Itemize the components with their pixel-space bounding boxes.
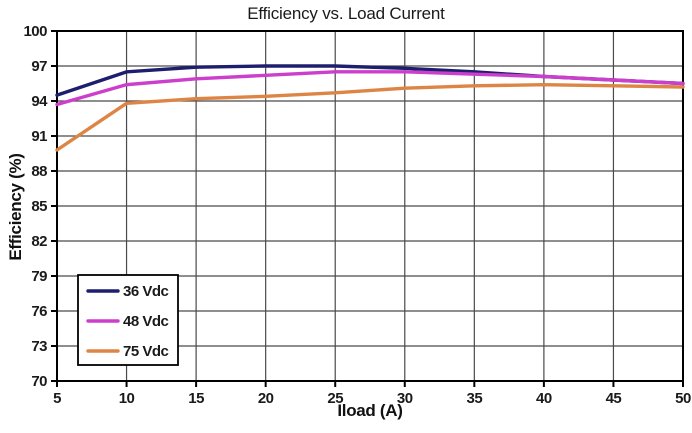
y-tick-label: 88 (31, 163, 47, 180)
x-tick-label: 5 (53, 390, 61, 407)
y-tick-label: 91 (31, 128, 47, 145)
x-axis-label: Iload (A) (337, 401, 403, 420)
x-tick-label: 30 (397, 390, 413, 407)
y-tick-label: 73 (31, 338, 47, 355)
legend-label: 75 Vdc (123, 343, 169, 360)
y-tick-label: 85 (31, 198, 47, 215)
y-tick-label: 82 (31, 233, 47, 250)
x-tick-label: 25 (327, 390, 343, 407)
chart-title: Efficiency vs. Load Current (247, 4, 445, 23)
y-tick-label: 70 (31, 373, 47, 390)
legend-label: 36 Vdc (123, 283, 169, 300)
x-tick-label: 40 (536, 390, 552, 407)
x-tick-label: 10 (119, 390, 135, 407)
legend-label: 48 Vdc (123, 313, 169, 330)
x-tick-label: 20 (258, 390, 274, 407)
y-tick-label: 97 (31, 58, 47, 75)
plot-border (56, 30, 684, 382)
y-tick-label: 76 (31, 303, 47, 320)
x-tick-label: 35 (466, 390, 482, 407)
y-axis-label: Efficiency (%) (6, 153, 25, 261)
x-tick-label: 15 (188, 390, 204, 407)
y-tick-label: 94 (31, 93, 48, 110)
x-tick-label: 50 (675, 390, 691, 407)
series-line-48-vdc (55, 70, 685, 107)
y-tick-label: 79 (31, 268, 47, 285)
x-tick-label: 45 (606, 390, 622, 407)
series-line-75-vdc (55, 82, 685, 152)
y-tick-label: 100 (23, 23, 47, 40)
